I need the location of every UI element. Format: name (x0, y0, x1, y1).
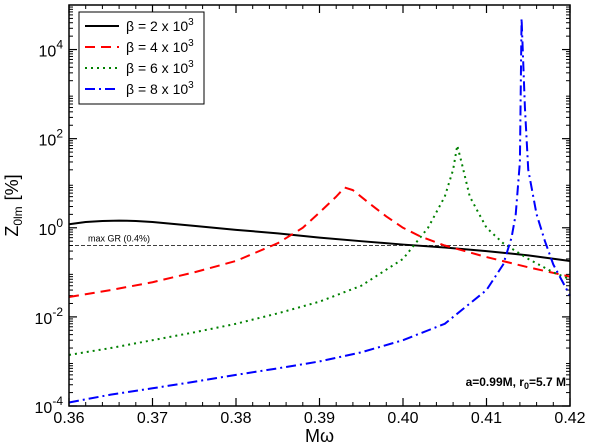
legend-label-1: β = 2 x 103 (126, 17, 194, 34)
series-line-1 (68, 219, 571, 262)
x-tick-label: 0.36 (53, 410, 84, 427)
y-tick-label: 100 (39, 216, 64, 239)
y-tick-label: 102 (39, 127, 64, 150)
legend-label-text: β = 8 x 10 (126, 81, 188, 97)
legend-label-2: β = 4 x 103 (126, 38, 194, 55)
x-axis-title: Mω (305, 426, 334, 445)
y-tick-exponent: 4 (56, 38, 63, 52)
legend-label-text: β = 6 x 10 (126, 60, 188, 76)
x-tick-label: 0.40 (387, 410, 418, 427)
annotation-suffix: =5.7 M (529, 375, 566, 389)
x-tick-label: 0.42 (554, 410, 585, 427)
x-tick-labels: 0.36 0.37 0.38 0.39 0.40 0.41 0.42 (53, 410, 585, 427)
y-tick-exponent: 0 (56, 216, 63, 230)
y-axis-title: Z0lm [%] (2, 174, 25, 236)
x-tick-label: 0.38 (220, 410, 251, 427)
y-tick-label: 10-4 (35, 394, 64, 417)
x-tick-label: 0.39 (304, 410, 335, 427)
series-line-3 (68, 144, 571, 356)
series-line-4 (68, 17, 571, 404)
reference-line-group: max GR (0.4%) (69, 234, 570, 246)
series-line-2 (68, 186, 571, 298)
y-tick-exponent: -4 (52, 394, 63, 408)
y-tick-exponent: -2 (52, 305, 63, 319)
legend-label-text: β = 2 x 10 (126, 18, 188, 34)
legend-label-exponent: 3 (188, 80, 194, 91)
legend-label-exponent: 3 (188, 38, 194, 49)
y-tick-label: 104 (39, 38, 64, 61)
y-axis-title-main: Z (2, 226, 22, 237)
series-group (68, 17, 571, 404)
y-tick-label: 10-2 (35, 305, 64, 328)
y-tick-base: 10 (39, 44, 57, 61)
legend-label-text: β = 4 x 10 (126, 39, 188, 55)
y-axis-title-sub: 0lm (11, 206, 25, 225)
y-tick-base: 10 (35, 400, 53, 417)
x-tick-label: 0.37 (137, 410, 168, 427)
legend-label-4: β = 8 x 103 (126, 80, 194, 97)
y-tick-base: 10 (39, 222, 57, 239)
plot-frame (68, 4, 571, 407)
y-tick-exponent: 2 (56, 127, 63, 141)
x-tick-label: 0.41 (471, 410, 502, 427)
reference-line-label: max GR (0.4%) (88, 234, 150, 244)
legend-label-exponent: 3 (188, 17, 194, 28)
y-axis-title-unit: [%] (2, 174, 22, 200)
legend-label-exponent: 3 (188, 59, 194, 70)
y-tick-base: 10 (39, 133, 57, 150)
annotation-sub: 0 (524, 381, 529, 391)
parameter-annotation: a=0.99M, r0=5.7 M (466, 375, 566, 391)
y-tick-base: 10 (35, 311, 53, 328)
annotation-prefix: a=0.99M, r (466, 375, 525, 389)
legend-label-3: β = 6 x 103 (126, 59, 194, 76)
